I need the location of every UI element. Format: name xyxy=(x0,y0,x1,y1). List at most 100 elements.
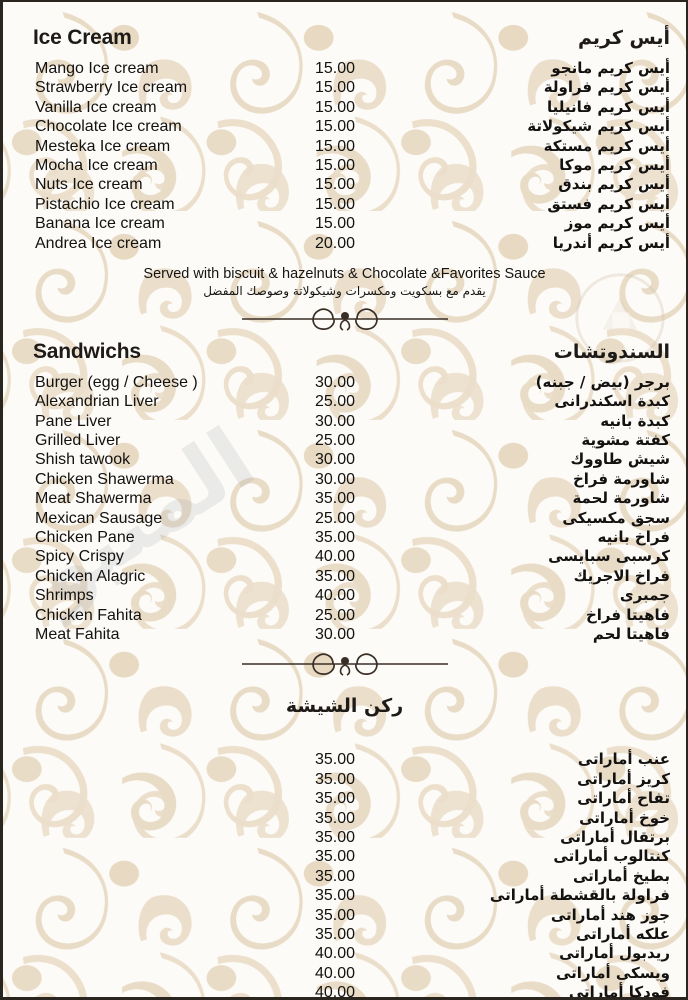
menu-item-name-ar: برتقال أماراتى xyxy=(560,827,670,846)
menu-item-name-ar: ويسكى أماراتى xyxy=(556,963,670,982)
menu-item-name-en: Burger (egg / Cheese ) xyxy=(35,373,198,391)
menu-item-name-ar: أيس كريم شيكولاتة xyxy=(527,117,670,136)
menu-item-price: 25.00 xyxy=(315,432,356,450)
sandwiches-title-en: Sandwichs xyxy=(33,339,141,363)
menu-item-row: 35.00 عنب أماراتى xyxy=(3,750,686,770)
menu-item-name-en: Nuts Ice cream xyxy=(35,176,143,194)
menu-item-price: 35.00 xyxy=(315,809,356,827)
menu-item-name-ar: جمبرى xyxy=(619,586,670,605)
menu-item-name-ar: كفتة مشوية xyxy=(581,431,670,450)
menu-item-row: Chicken Fahita 25.00 فاهيتا فراخ xyxy=(3,605,686,626)
menu-item-name-ar: أيس كريم مستكة xyxy=(543,136,670,155)
menu-item-name-en: Chicken Pane xyxy=(35,529,135,547)
menu-item-row: Chocolate Ice cream 15.00 أيس كريم شيكولات… xyxy=(3,117,686,137)
menu-item-row: Grilled Liver 25.00 كفتة مشوية xyxy=(3,431,686,451)
menu-item-price: 25.00 xyxy=(315,509,356,527)
ice-cream-note-ar: يقدم مع بسكويت ومكسرات وشيكولاتة وصوصك ا… xyxy=(203,283,486,298)
menu-item-price: 25.00 xyxy=(315,606,356,624)
menu-item-row: Meat Shawerma 35.00 شاورمة لحمة xyxy=(3,489,686,509)
menu-item-price: 15.00 xyxy=(315,176,356,194)
menu-item-name-ar: أيس كريم فراولة xyxy=(543,78,670,97)
menu-item-name-ar: كبدة اسكندرانى xyxy=(554,392,670,411)
menu-item-name-ar: أيس كريم فانيليا xyxy=(547,97,670,116)
menu-item-name-ar: أيس كريم موز xyxy=(564,214,670,233)
menu-item-name-ar: كريز أماراتى xyxy=(577,769,670,788)
menu-item-price: 35.00 xyxy=(315,848,356,866)
menu-item-name-ar: أيس كريم فستق xyxy=(547,194,670,213)
menu-item-price: 35.00 xyxy=(315,906,356,924)
menu-item-name-ar: أيس كريم بندق xyxy=(558,175,670,194)
menu-item-row: 40.00 ويسكى أماراتى xyxy=(3,963,686,984)
ice-cream-title-ar: أيس كريم xyxy=(577,27,670,49)
menu-item-row: Mango Ice cream 15.00 أيس كريم مانجو xyxy=(3,59,686,79)
menu-item-name-ar: برجر (بيض / جبنه) xyxy=(535,372,670,391)
section-ice-cream: Ice Cream أيس كريم Mango Ice cream 15.00 أ… xyxy=(3,2,686,298)
menu-item-price: 15.00 xyxy=(315,98,356,116)
ice-cream-note-en: Served with biscuit & hazelnuts & Chocol… xyxy=(143,265,546,282)
menu-item-name-ar: شاورمة لحمة xyxy=(572,489,670,508)
menu-item-name-ar: عنب أماراتى xyxy=(577,750,670,769)
menu-item-price: 30.00 xyxy=(315,451,356,469)
menu-item-price: 30.00 xyxy=(315,412,356,430)
ornamental-divider-1 xyxy=(3,302,686,336)
ornamental-divider-2 xyxy=(3,647,686,681)
menu-item-name-en: Pane Liver xyxy=(35,412,112,430)
menu-item-name-ar: فاهيتا لحم xyxy=(592,624,670,643)
menu-item-row: Nuts Ice cream 15.00 أيس كريم بندق xyxy=(3,175,686,195)
menu-item-row: Mexican Sausage 25.00 سجق مكسيكى xyxy=(3,508,686,529)
menu-item-row: 35.00 كريز أماراتى xyxy=(3,769,686,790)
menu-item-row: Pane Liver 30.00 كبدة بانيه xyxy=(3,412,686,432)
menu-item-price: 30.00 xyxy=(315,373,356,391)
menu-item-price: 40.00 xyxy=(315,964,356,982)
menu-item-name-ar: فاهيتا فراخ xyxy=(585,605,670,624)
menu-item-row: 35.00 علكه أماراتى xyxy=(3,925,686,945)
menu-item-price: 35.00 xyxy=(315,751,356,769)
section-sandwiches: Sandwichs السندوتشات Burger (egg / Chees… xyxy=(3,336,686,645)
menu-item-row: 40.00 فودكا أماراتى xyxy=(3,983,686,1000)
menu-item-row: 35.00 تفاح أماراتى xyxy=(3,789,686,809)
ice-cream-note: Served with biscuit & hazelnuts & Chocol… xyxy=(3,266,686,298)
sandwiches-title-ar: السندوتشات xyxy=(553,340,670,363)
menu-item-price: 15.00 xyxy=(315,215,356,233)
menu-item-row: Meat Fahita 30.00 فاهيتا لحم xyxy=(3,624,686,645)
menu-item-row: Spicy Crispy 40.00 كرسبى سبايسى xyxy=(3,547,686,567)
menu-item-name-ar: كرسبى سبايسى xyxy=(548,547,670,566)
menu-item-name-ar: أيس كريم موكا xyxy=(559,155,670,174)
menu-item-name-en: Chicken Fahita xyxy=(35,606,142,624)
menu-item-name-ar: فراولة بالقشطة أماراتى xyxy=(489,886,670,905)
menu-item-price: 30.00 xyxy=(315,625,356,643)
menu-item-price: 30.00 xyxy=(315,470,356,488)
menu-item-name-ar: سجق مكسيكى xyxy=(562,508,670,527)
menu-item-row: Vanilla Ice cream 15.00 أيس كريم فانيليا xyxy=(3,97,686,118)
menu-item-row: 35.00 خوخ أماراتى xyxy=(3,808,686,829)
menu-item-name-en: Meat Fahita xyxy=(35,625,120,643)
menu-item-name-ar: شاورمة فراخ xyxy=(572,469,670,488)
menu-item-row: Mesteka Ice cream 15.00 أيس كريم مستكة xyxy=(3,136,686,157)
menu-item-row: 35.00 جوز هند أماراتى xyxy=(3,906,686,926)
menu-item-price: 40.00 xyxy=(315,984,356,1000)
menu-item-price: 35.00 xyxy=(315,867,356,885)
menu-item-price: 25.00 xyxy=(315,393,356,411)
menu-item-price: 40.00 xyxy=(315,945,356,963)
ice-cream-heading: Ice Cream أيس كريم xyxy=(3,26,686,60)
menu-item-row: Chicken Pane 35.00 فراخ بانيه xyxy=(3,528,686,548)
menu-item-name-ar: أيس كريم أندريا xyxy=(552,233,670,252)
menu-item-name-ar: ريدبول أماراتى xyxy=(559,944,670,963)
menu-item-name-ar: كنتالوب أماراتى xyxy=(553,847,670,866)
menu-item-price: 15.00 xyxy=(315,79,356,97)
menu-item-name-ar: شيش طاووك xyxy=(570,450,670,469)
section-shisha: ركن الشيشة 35.00 عنب أماراتى 35.00 كريز أما… xyxy=(3,681,686,1000)
menu-item-name-en: Chocolate Ice cream xyxy=(35,118,182,136)
menu-item-row: Mocha Ice cream 15.00 أيس كريم موكا xyxy=(3,155,686,176)
menu-item-name-en: Grilled Liver xyxy=(35,432,121,450)
menu-item-name-ar: خوخ أماراتى xyxy=(579,808,670,827)
menu-item-price: 35.00 xyxy=(315,490,356,508)
menu-item-price: 15.00 xyxy=(315,156,356,174)
sandwiches-item-list: Burger (egg / Cheese ) 30.00 برجر (بيض / ج… xyxy=(3,372,686,645)
menu-item-price: 35.00 xyxy=(315,925,356,943)
menu-item-row: Pistachio Ice cream 15.00 أيس كريم فستق xyxy=(3,194,686,215)
shisha-item-list: 35.00 عنب أماراتى 35.00 كريز أماراتى 35.00 تف… xyxy=(3,750,686,1000)
menu-item-name-ar: بطيخ أماراتى xyxy=(572,866,670,885)
menu-item-row: Strawberry Ice cream 15.00 أيس كريم فراولة xyxy=(3,78,686,98)
menu-item-name-en: Spicy Crispy xyxy=(35,548,124,566)
